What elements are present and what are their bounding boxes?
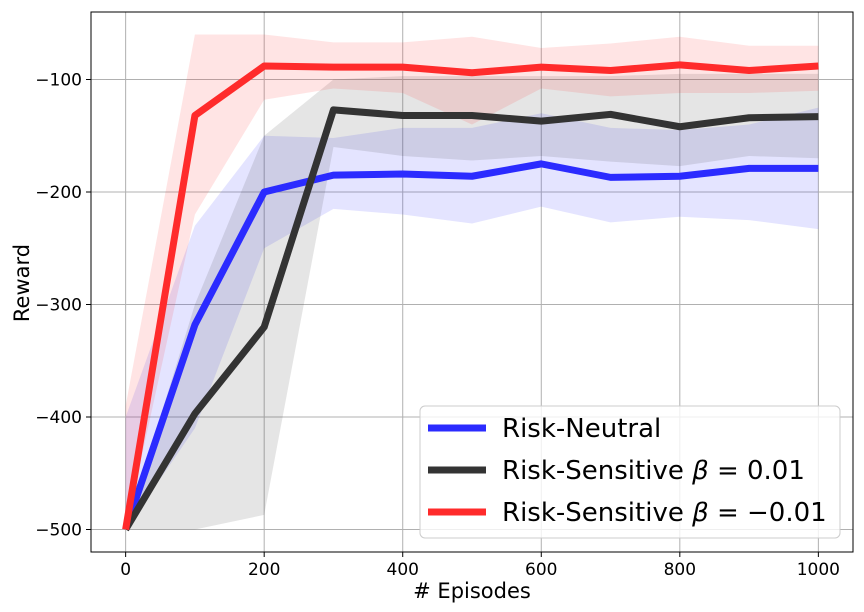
legend-label-1: Risk-Sensitive β = 0.01 — [502, 456, 805, 486]
y-tick-label: −100 — [35, 71, 82, 91]
x-axis-ticks: 0 200 400 600 800 1000 — [120, 552, 840, 580]
series-line-0 — [122, 160, 819, 531]
series-line-2 — [122, 61, 819, 531]
plot-area-frame — [90, 11, 854, 553]
x-tick-label: 600 — [525, 560, 557, 580]
x-tick-label: 800 — [664, 560, 696, 580]
y-tick-label: −500 — [35, 521, 82, 541]
legend: Risk-Neutral Risk-Sensitive β = 0.01 Risk-… — [419, 405, 841, 539]
confidence-band-series-2 — [125, 34, 819, 530]
x-tick-label: 1000 — [797, 560, 840, 580]
y-axis-ticks: −500 −400 −300 −200 −100 — [35, 71, 91, 541]
legend-entries: Risk-Neutral Risk-Sensitive β = 0.01 Risk-… — [428, 414, 827, 528]
y-tick-label: −300 — [35, 296, 82, 316]
x-tick-label: 0 — [120, 560, 131, 580]
series-lines — [122, 61, 819, 532]
legend-box — [419, 405, 841, 539]
legend-label-0: Risk-Neutral — [502, 414, 661, 444]
y-tick-label: −200 — [35, 183, 82, 203]
series-line-1 — [122, 106, 819, 532]
x-axis-label: # Episodes — [413, 579, 531, 603]
y-tick-label: −400 — [35, 408, 82, 428]
x-tick-label: 200 — [248, 560, 280, 580]
y-axis-label: Reward — [10, 244, 34, 322]
confidence-band-series-1 — [125, 73, 819, 530]
x-tick-label: 400 — [387, 560, 419, 580]
legend-label-2: Risk-Sensitive β = −0.01 — [502, 498, 827, 528]
grid-lines — [91, 12, 853, 552]
